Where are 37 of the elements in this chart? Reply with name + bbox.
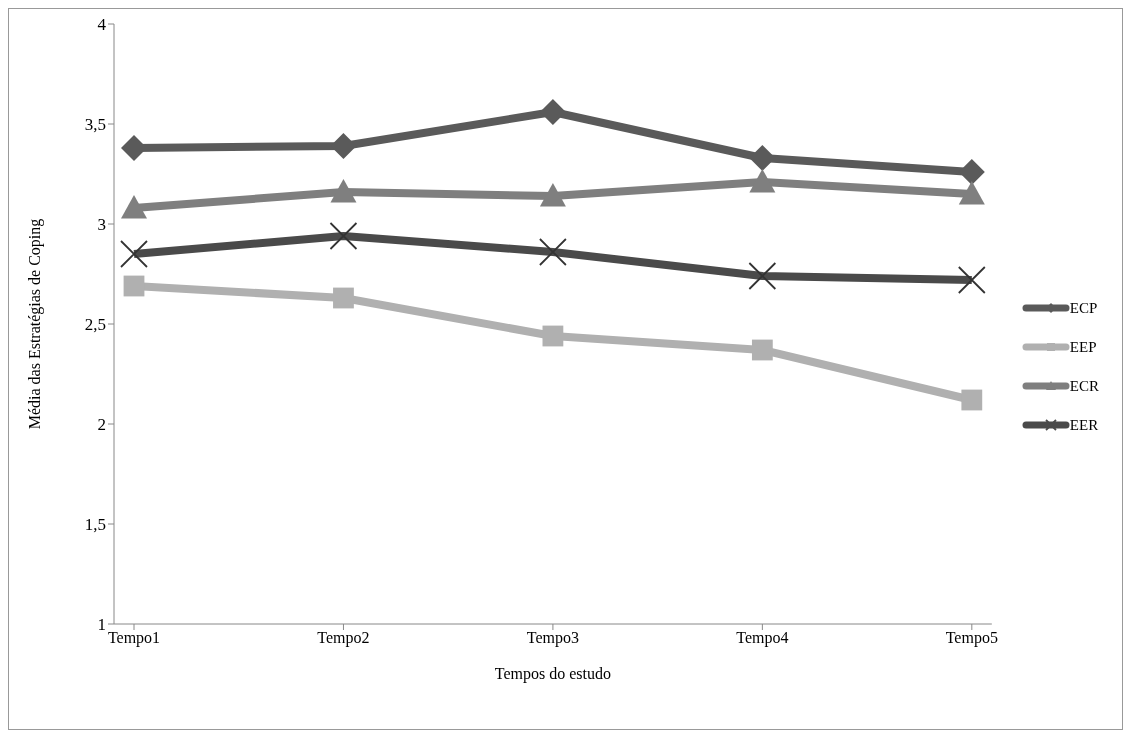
y-tick-label: 3,5: [84, 115, 106, 135]
y-tick-label: 1,5: [84, 515, 106, 535]
legend-label: ECR: [1069, 377, 1099, 395]
legend-label: ECP: [1069, 299, 1098, 317]
legend-label: EEP: [1069, 338, 1097, 356]
legend-label: EER: [1069, 416, 1099, 434]
x-axis-title: Tempos do estudo: [494, 665, 612, 683]
y-tick-label: 3: [97, 215, 106, 235]
y-tick-label: 1: [97, 615, 106, 635]
point: [120, 240, 148, 268]
y-tick-label: 2,5: [84, 315, 106, 335]
point: [542, 325, 564, 347]
point: [749, 169, 776, 193]
y-tick-label: 2: [97, 415, 106, 435]
point: [539, 99, 566, 125]
x-tick-label: Tempo5: [945, 629, 998, 648]
point: [539, 238, 567, 266]
point: [333, 287, 354, 309]
point: [751, 339, 773, 361]
point: [748, 262, 777, 290]
point: [749, 145, 776, 171]
point: [330, 133, 357, 159]
point: [121, 195, 147, 219]
point: [329, 222, 358, 250]
point: [539, 183, 566, 207]
point: [958, 181, 985, 205]
point: [957, 266, 986, 294]
x-tick-label: Tempo2: [317, 629, 370, 648]
x-tick-label: Tempo1: [107, 629, 161, 648]
point: [123, 275, 145, 297]
y-tick-label: 4: [97, 15, 107, 35]
point: [961, 389, 983, 411]
point: [121, 135, 147, 161]
y-axis-title: Média das Estratégias de Coping: [25, 218, 44, 430]
x-tick-label: Tempo4: [736, 629, 789, 648]
x-tick-label: Tempo3: [526, 629, 580, 648]
point: [330, 179, 357, 203]
